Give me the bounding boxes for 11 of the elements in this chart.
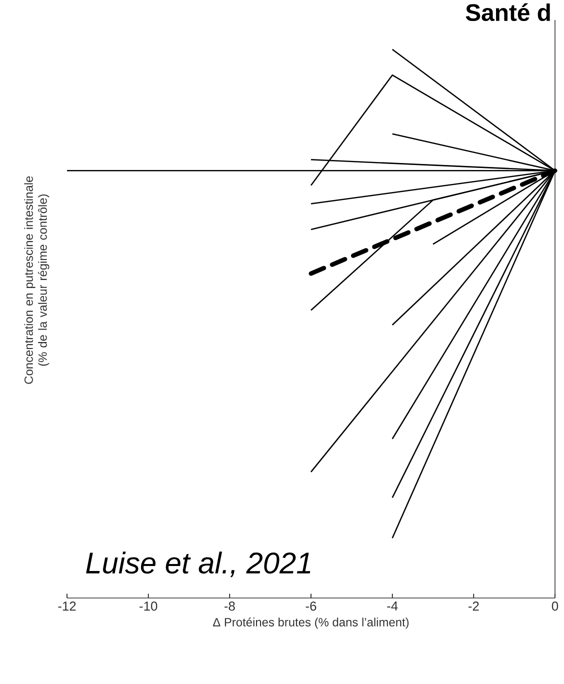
y-axis-title: Concentration en putrescine intestinale (% de la valeur régime contrôle): [24, 176, 50, 384]
x-tick-label: -10: [140, 602, 158, 611]
text: Luise et al., 2021: [86, 552, 310, 578]
x-tick-label: 0: [552, 602, 558, 611]
x-tick-label: -12: [58, 602, 76, 611]
x-tick-label: -4: [387, 602, 398, 610]
x-tick-label: -6: [306, 602, 316, 611]
x-tick-label: -8: [224, 602, 235, 611]
chart-title: Santé d: [466, 3, 550, 22]
x-axis-title: Δ Protéines brutes (% dans l’aliment): [213, 618, 409, 629]
x-tick-label: -2: [468, 602, 479, 611]
